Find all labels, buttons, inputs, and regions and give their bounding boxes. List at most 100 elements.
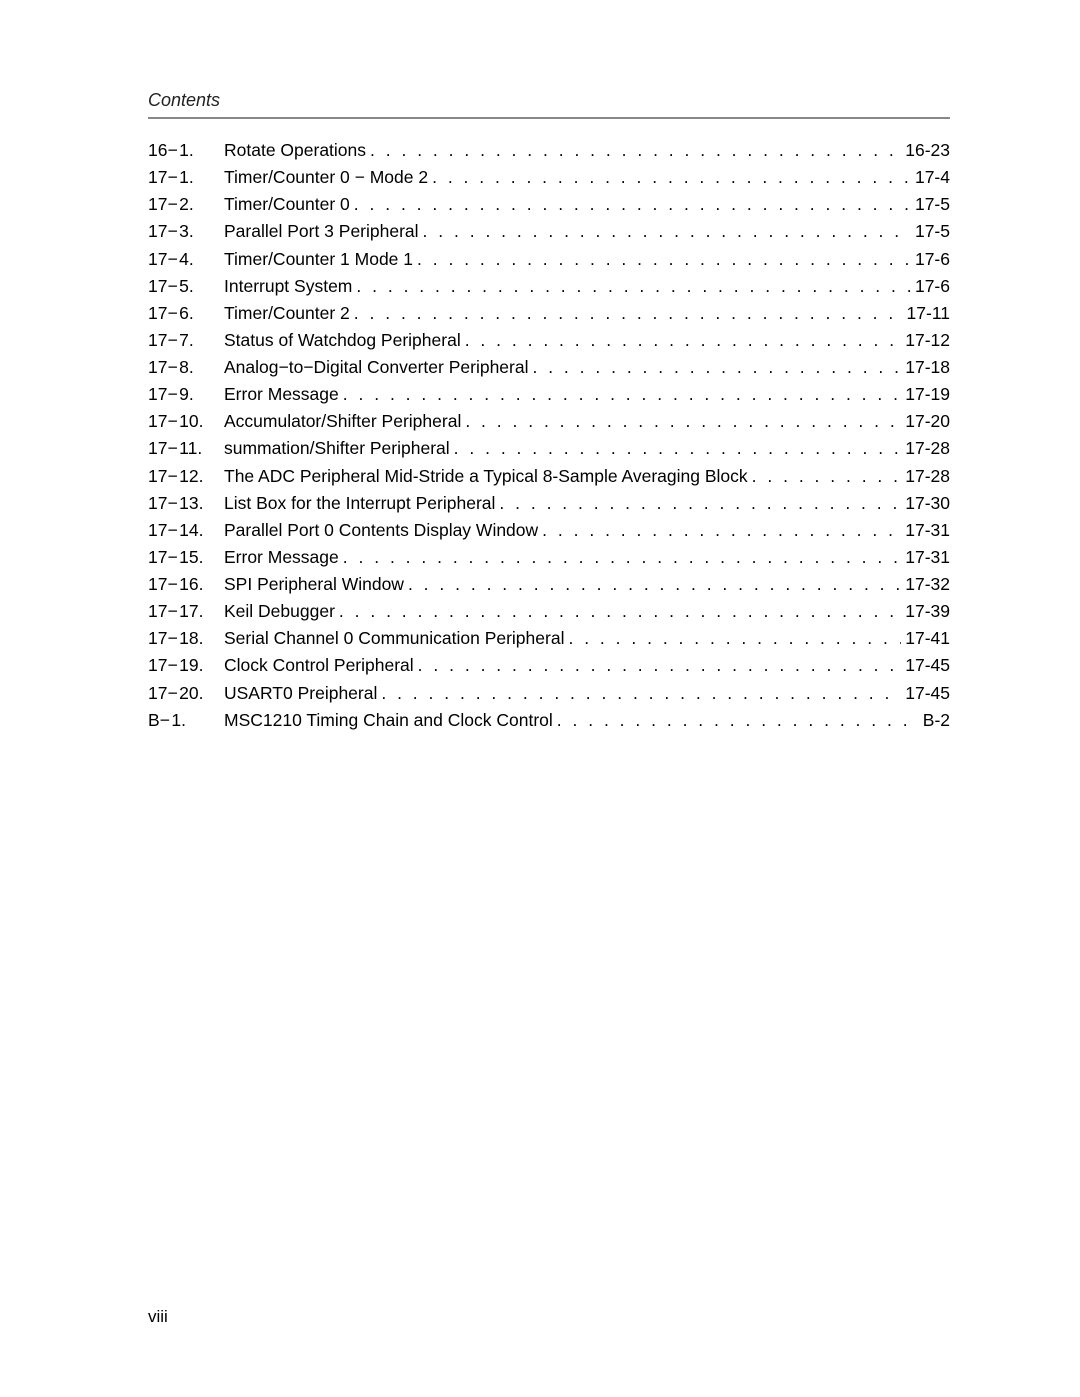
toc-entry-number: 16− 1.	[148, 137, 224, 164]
toc-entry-number: 17− 2.	[148, 191, 224, 218]
toc-leader-dots	[366, 137, 901, 164]
toc-entry-page: 17-31	[901, 544, 950, 571]
toc-entry-title: Parallel Port 0 Contents Display Window	[224, 517, 538, 544]
toc-entry: 17− 7.Status of Watchdog Peripheral 17-12	[148, 327, 950, 354]
toc-entry-number: 17− 4.	[148, 246, 224, 273]
toc-entry-page: 17-28	[901, 463, 950, 490]
toc-entry-title: Parallel Port 3 Peripheral	[224, 218, 419, 245]
toc-entry: 17− 13.List Box for the Interrupt Periph…	[148, 490, 950, 517]
toc-entry-number: 17− 10.	[148, 408, 224, 435]
toc-entry: 16− 1.Rotate Operations16-23	[148, 137, 950, 164]
toc-entry-title: The ADC Peripheral Mid-Stride a Typical …	[224, 463, 748, 490]
toc-leader-dots	[339, 544, 901, 571]
toc-entry-title: summation/Shifter Peripheral	[224, 435, 450, 462]
toc-entry-number: 17− 19.	[148, 652, 224, 679]
toc-entry: B− 1.MSC1210 Timing Chain and Clock Cont…	[148, 707, 950, 734]
toc-entry: 17− 10.Accumulator/Shifter Peripheral 17-…	[148, 408, 950, 435]
toc-leader-dots	[428, 164, 911, 191]
toc-leader-dots	[564, 625, 901, 652]
toc-entry-number: 17− 16.	[148, 571, 224, 598]
toc-entry-page: 17-28	[901, 435, 950, 462]
toc-leader-dots	[461, 408, 901, 435]
toc-leader-dots	[350, 191, 911, 218]
toc-leader-dots	[414, 652, 902, 679]
toc-entry-number: 17− 12.	[148, 463, 224, 490]
toc-entry-page: 17-30	[901, 490, 950, 517]
toc-entry-page: 17-39	[901, 598, 950, 625]
toc-entry-page: 17-41	[901, 625, 950, 652]
toc-leader-dots	[339, 381, 901, 408]
toc-entry-title: Timer/Counter 2	[224, 300, 350, 327]
toc-entry-title: Rotate Operations	[224, 137, 366, 164]
toc-entry-title: MSC1210 Timing Chain and Clock Control	[224, 707, 553, 734]
toc-entry-page: 17-18	[901, 354, 950, 381]
toc-leader-dots	[377, 680, 901, 707]
toc-entry-page: B-2	[919, 707, 950, 734]
toc-entry-number: 17− 18.	[148, 625, 224, 652]
toc-entry-page: 17-45	[901, 680, 950, 707]
toc-entry: 17− 14.Parallel Port 0 Contents Display …	[148, 517, 950, 544]
toc-entry-page: 17-20	[901, 408, 950, 435]
toc-entry-number: 17− 13.	[148, 490, 224, 517]
toc-entry-number: 17− 6.	[148, 300, 224, 327]
toc-entry-title: Error Message	[224, 381, 339, 408]
page: Contents 16− 1.Rotate Operations16-2317−…	[0, 0, 1080, 734]
toc-entry-page: 17-5	[911, 191, 950, 218]
toc-entry-title: Keil Debugger	[224, 598, 335, 625]
toc-entry-number: 17− 8.	[148, 354, 224, 381]
toc-leader-dots	[335, 598, 901, 625]
toc-entry: 17− 3.Parallel Port 3 Peripheral 17-5	[148, 218, 950, 245]
toc-list: 16− 1.Rotate Operations16-2317− 1.Timer/…	[148, 137, 950, 734]
toc-entry: 17− 15.Error Message 17-31	[148, 544, 950, 571]
toc-leader-dots	[495, 490, 901, 517]
toc-leader-dots	[404, 571, 901, 598]
toc-leader-dots	[419, 218, 911, 245]
toc-leader-dots	[538, 517, 901, 544]
toc-entry-title: Analog−to−Digital Converter Peripheral	[224, 354, 528, 381]
toc-entry: 17− 9.Error Message17-19	[148, 381, 950, 408]
toc-leader-dots	[553, 707, 919, 734]
toc-entry-title: Interrupt System	[224, 273, 352, 300]
toc-entry-page: 17-6	[911, 246, 950, 273]
toc-entry-page: 17-11	[903, 300, 950, 327]
toc-entry-title: Timer/Counter 0 − Mode 2	[224, 164, 428, 191]
toc-entry-page: 17-4	[911, 164, 950, 191]
toc-entry-page: 17-45	[901, 652, 950, 679]
toc-entry-number: 17− 3.	[148, 218, 224, 245]
toc-entry: 17− 11.summation/Shifter Peripheral 17-28	[148, 435, 950, 462]
toc-entry-page: 17-19	[901, 381, 950, 408]
toc-entry-title: Accumulator/Shifter Peripheral	[224, 408, 461, 435]
toc-entry-number: 17− 11.	[148, 435, 224, 462]
toc-leader-dots	[450, 435, 902, 462]
toc-entry: 17− 5.Interrupt System 17-6	[148, 273, 950, 300]
toc-entry-number: 17− 15.	[148, 544, 224, 571]
toc-leader-dots	[748, 463, 902, 490]
toc-entry-page: 17-5	[911, 218, 950, 245]
toc-entry: 17− 19.Clock Control Peripheral17-45	[148, 652, 950, 679]
footer-page-number: viii	[148, 1307, 168, 1327]
toc-leader-dots	[413, 246, 911, 273]
toc-entry: 17− 6.Timer/Counter 2 17-11	[148, 300, 950, 327]
toc-entry-number: 17− 5.	[148, 273, 224, 300]
toc-entry-number: 17− 7.	[148, 327, 224, 354]
toc-entry-title: USART0 Preipheral	[224, 680, 377, 707]
toc-leader-dots	[352, 273, 911, 300]
toc-entry-number: 17− 1.	[148, 164, 224, 191]
toc-entry-page: 17-12	[901, 327, 950, 354]
toc-entry: 17− 16.SPI Peripheral Window17-32	[148, 571, 950, 598]
toc-entry-page: 17-6	[911, 273, 950, 300]
toc-leader-dots	[528, 354, 901, 381]
toc-entry: 17− 18.Serial Channel 0 Communication Pe…	[148, 625, 950, 652]
toc-leader-dots	[461, 327, 902, 354]
toc-entry-page: 17-32	[901, 571, 950, 598]
toc-entry-title: Timer/Counter 1 Mode 1	[224, 246, 413, 273]
toc-entry-title: Status of Watchdog Peripheral	[224, 327, 461, 354]
header-rule	[148, 117, 950, 119]
toc-leader-dots	[350, 300, 903, 327]
toc-entry-number: B− 1.	[148, 707, 224, 734]
toc-entry-title: Timer/Counter 0	[224, 191, 350, 218]
toc-entry-number: 17− 14.	[148, 517, 224, 544]
toc-entry: 17− 12.The ADC Peripheral Mid-Stride a T…	[148, 463, 950, 490]
toc-entry-title: Serial Channel 0 Communication Periphera…	[224, 625, 564, 652]
toc-entry-title: Error Message	[224, 544, 339, 571]
